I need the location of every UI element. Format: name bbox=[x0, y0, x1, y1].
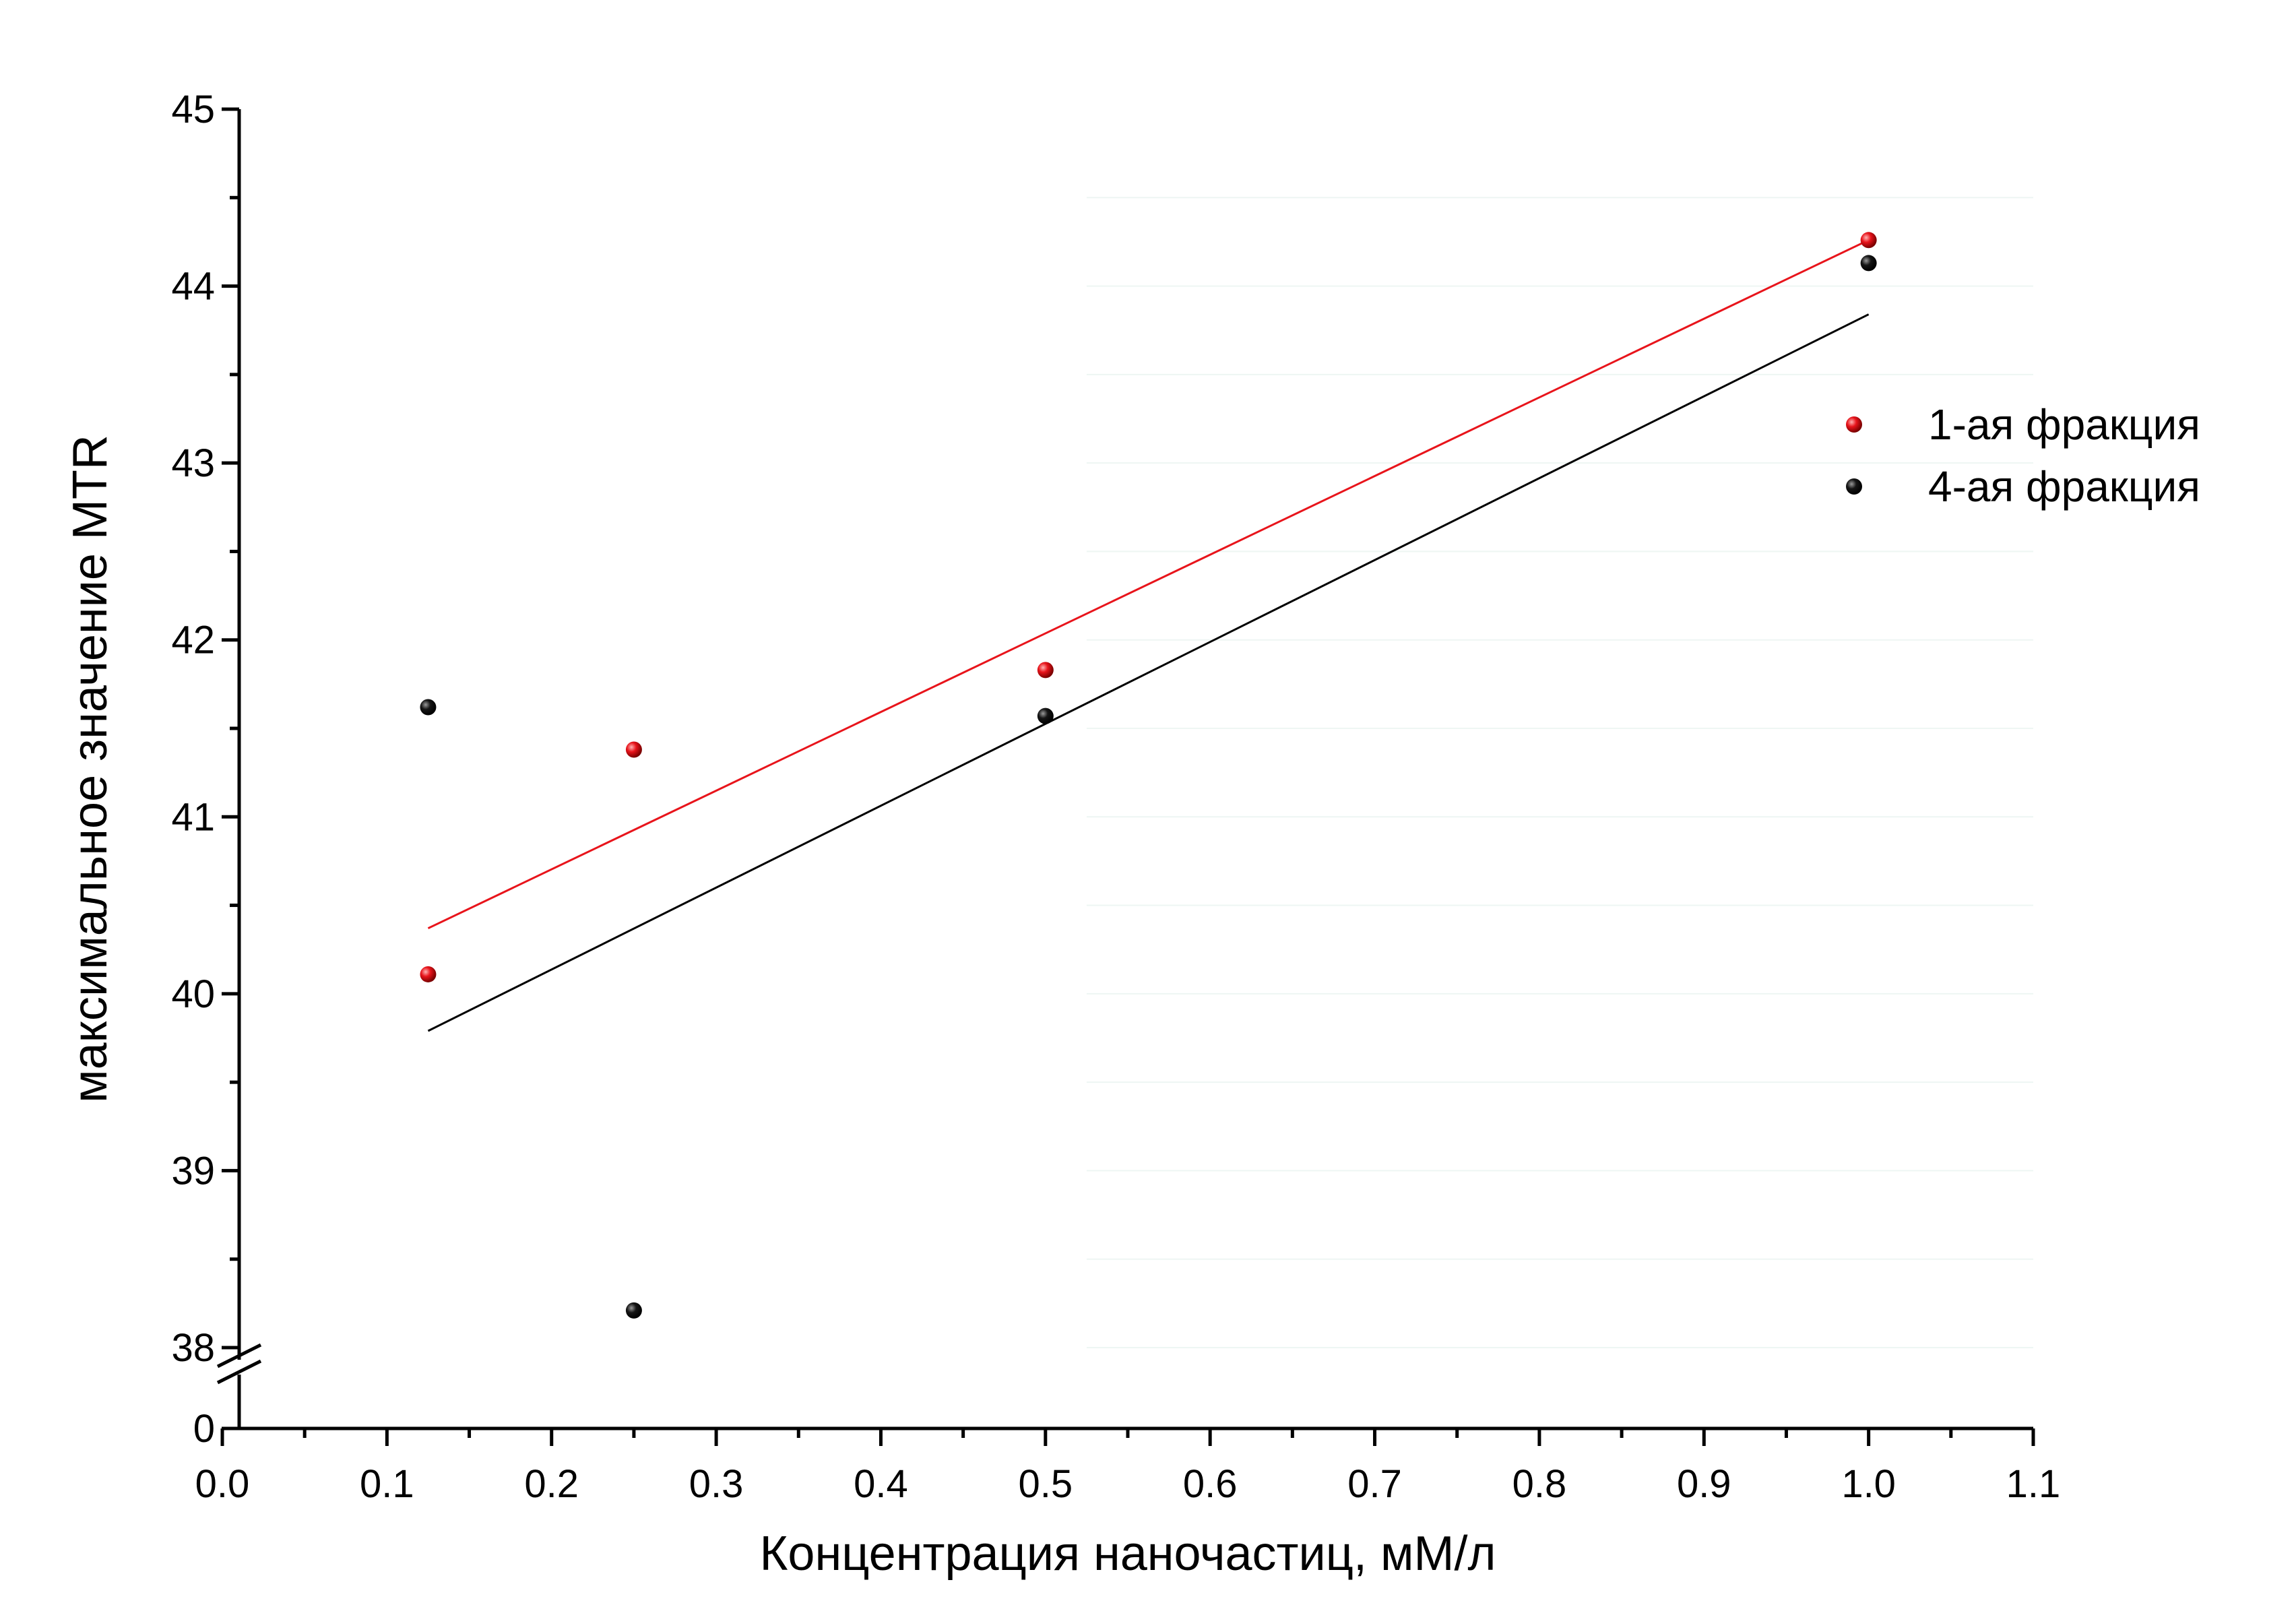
y-tick-label: 0 bbox=[193, 1407, 215, 1451]
y-tick-label: 43 bbox=[171, 441, 215, 485]
data-point-1 bbox=[420, 966, 437, 982]
axes bbox=[216, 107, 2035, 1446]
x-axis-title: Концентрация наночастиц, мМ/л bbox=[759, 1527, 1496, 1581]
tick-labels: 45 44 43 42 41 40 39 38 0 0.0 0.1 0.2 0.3 0.4 0.5 0.6 0.… bbox=[171, 88, 2060, 1506]
y-tick-label: 39 bbox=[171, 1149, 215, 1193]
data-point-2 bbox=[1860, 255, 1877, 272]
x-tick-label: 0.3 bbox=[689, 1462, 744, 1506]
y-axis-title: максимальное значение MTR bbox=[63, 435, 117, 1103]
x-tick-label: 0.0 bbox=[195, 1462, 250, 1506]
y-axis-break-mark bbox=[216, 1359, 262, 1385]
y-tick-label: 45 bbox=[171, 88, 215, 131]
legend-item-2: 4-ая фракция bbox=[1846, 462, 2200, 511]
legend-marker-1 bbox=[1846, 416, 1862, 433]
x-tick-label: 0.5 bbox=[1018, 1462, 1073, 1506]
legend-item-1: 1-ая фракция bbox=[1846, 400, 2200, 449]
fit-lines bbox=[427, 239, 1870, 1032]
x-tick-label: 1.0 bbox=[1841, 1462, 1896, 1506]
x-tick-label: 0.9 bbox=[1677, 1462, 1731, 1506]
legend-label-2: 4-ая фракция bbox=[1928, 462, 2200, 511]
x-tick-label: 0.1 bbox=[360, 1462, 414, 1506]
y-tick-label: 42 bbox=[171, 619, 215, 662]
x-tick-label: 0.2 bbox=[524, 1462, 579, 1506]
fit-line-2 bbox=[427, 313, 1870, 1032]
x-tick-label: 0.8 bbox=[1512, 1462, 1567, 1506]
x-tick-label: 0.7 bbox=[1347, 1462, 1402, 1506]
legend: 1-ая фракция 4-ая фракция bbox=[1846, 400, 2200, 511]
y-tick-label: 41 bbox=[171, 795, 215, 839]
y-axis-break-mark bbox=[216, 1343, 262, 1368]
legend-label-1: 1-ая фракция bbox=[1928, 400, 2200, 449]
y-tick-label: 44 bbox=[171, 265, 215, 309]
y-tick-label: 40 bbox=[171, 972, 215, 1016]
data-point-1 bbox=[625, 741, 642, 758]
x-tick-label: 0.4 bbox=[854, 1462, 908, 1506]
legend-marker-2 bbox=[1846, 478, 1862, 495]
data-point-2 bbox=[1037, 707, 1054, 724]
y-tick-label: 38 bbox=[171, 1326, 215, 1370]
data-point-2 bbox=[420, 699, 437, 716]
data-point-1 bbox=[1860, 232, 1877, 249]
x-tick-label: 0.6 bbox=[1183, 1462, 1238, 1506]
data-point-1 bbox=[1037, 662, 1054, 679]
data-points bbox=[420, 232, 1877, 1319]
data-point-2 bbox=[625, 1302, 642, 1319]
x-tick-label: 1.1 bbox=[2006, 1462, 2061, 1506]
fit-line-1 bbox=[427, 239, 1870, 930]
gridlines bbox=[1086, 197, 2033, 1348]
